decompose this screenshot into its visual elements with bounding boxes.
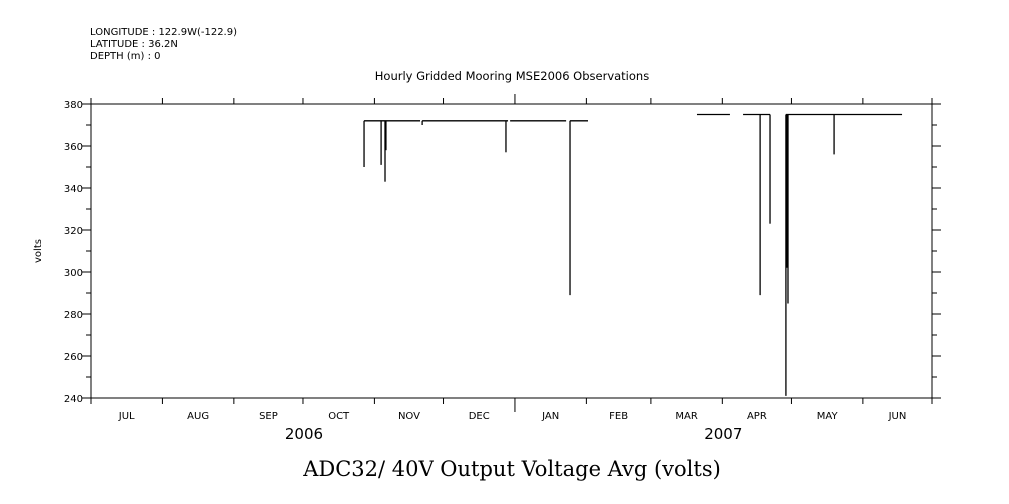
- plot-frame: [90, 103, 933, 399]
- y-tick-label: 380: [64, 100, 83, 111]
- month-label: APR: [747, 411, 767, 422]
- y-tick-label: 300: [64, 268, 83, 279]
- y-tick-label: 320: [64, 226, 83, 237]
- month-label: AUG: [187, 411, 209, 422]
- month-label: FEB: [609, 411, 628, 422]
- month-label: NOV: [398, 411, 420, 422]
- y-tick-label: 340: [64, 184, 83, 195]
- y-axis-label: volts: [33, 239, 44, 263]
- bottom-title: ADC32/ 40V Output Voltage Avg (volts): [302, 457, 721, 481]
- chart-title: Hourly Gridded Mooring MSE2006 Observati…: [375, 69, 649, 83]
- month-label: JUL: [118, 411, 135, 422]
- year-label: 2007: [704, 425, 742, 443]
- y-tick-label: 240: [64, 394, 83, 405]
- month-label: SEP: [259, 411, 278, 422]
- month-label: OCT: [328, 411, 350, 422]
- month-label: MAR: [675, 411, 697, 422]
- month-label: MAY: [817, 411, 839, 422]
- y-tick-label: 360: [64, 142, 83, 153]
- longitude-label: LONGITUDE : 122.9W(-122.9): [90, 27, 237, 38]
- month-label: JAN: [541, 411, 559, 422]
- year-label: 2006: [285, 425, 323, 443]
- latitude-label: LATITUDE : 36.2N: [90, 39, 178, 50]
- depth-label: DEPTH (m) : 0: [90, 51, 161, 62]
- y-tick-label: 260: [64, 352, 83, 363]
- month-label: DEC: [469, 411, 490, 422]
- month-label: JUN: [888, 411, 907, 422]
- y-tick-label: 280: [64, 310, 83, 321]
